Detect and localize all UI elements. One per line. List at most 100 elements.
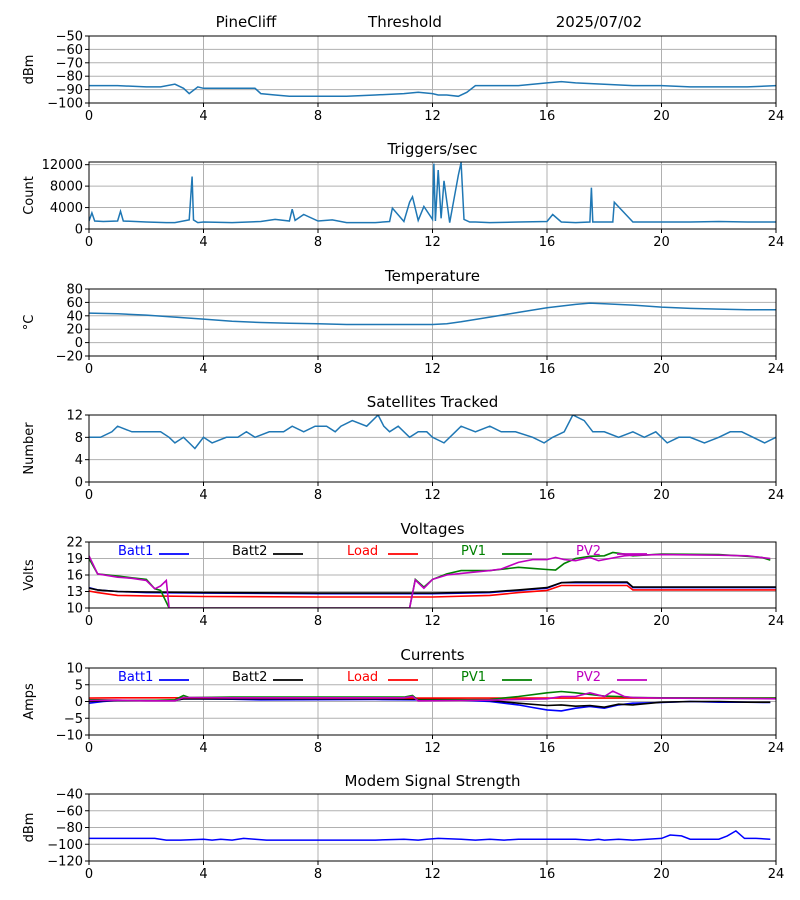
series-line-batt2 (89, 581, 776, 594)
series-line (89, 162, 776, 224)
x-tick-label: 4 (199, 235, 207, 250)
x-tick-label: 20 (653, 235, 670, 250)
y-tick-label: 60 (66, 296, 83, 311)
date-label: 2025/07/02 (556, 13, 642, 31)
x-tick-label: 20 (653, 109, 670, 124)
x-tick-label: 16 (539, 235, 556, 250)
x-tick-label: 4 (199, 741, 207, 756)
x-tick-label: 4 (199, 362, 207, 377)
y-tick-label: 0 (75, 223, 83, 238)
header: PineCliff Threshold 2025/07/02 (216, 13, 643, 31)
x-tick-label: 8 (314, 741, 322, 756)
y-axis-label: Count (22, 176, 37, 215)
x-tick-label: 24 (768, 614, 785, 629)
x-tick-label: 0 (85, 362, 93, 377)
y-axis-label: dBm (22, 813, 37, 843)
legend-label-batt2: Batt2 (232, 544, 267, 559)
x-tick-label: 12 (424, 614, 441, 629)
x-tick-label: 0 (85, 109, 93, 124)
x-tick-label: 0 (85, 741, 93, 756)
legend-label-batt1: Batt1 (118, 670, 153, 685)
series-line (89, 80, 776, 98)
series-line (89, 415, 776, 450)
x-tick-label: 12 (424, 235, 441, 250)
x-tick-label: 16 (539, 741, 556, 756)
y-tick-label: 5 (75, 678, 83, 693)
legend-label-pv1: PV1 (461, 544, 486, 559)
x-tick-label: 8 (314, 867, 322, 882)
panel-1: 0 4 8 12 16 20 24 −100−90−80−70−60−50 dBm (22, 30, 784, 125)
x-tick-label: 12 (424, 867, 441, 882)
x-tick-label: 20 (653, 614, 670, 629)
y-tick-label: −5 (64, 712, 83, 727)
x-tick-label: 16 (539, 488, 556, 503)
legend-label-pv2: PV2 (576, 670, 601, 685)
x-tick-label: 24 (768, 235, 785, 250)
y-tick-label: 80 (66, 283, 83, 298)
series-line-load (89, 584, 776, 598)
legend-label-batt2: Batt2 (232, 670, 267, 685)
y-tick-label: −40 (56, 788, 83, 803)
site-name: PineCliff (216, 13, 277, 31)
y-tick-label: −120 (47, 855, 83, 870)
x-tick-label: 0 (85, 488, 93, 503)
y-tick-label: 13 (66, 585, 83, 600)
x-tick-label: 16 (539, 867, 556, 882)
y-tick-label: 12 (66, 409, 83, 424)
y-tick-label: −70 (56, 56, 83, 71)
legend-label-batt1: Batt1 (118, 544, 153, 559)
x-tick-label: 20 (653, 867, 670, 882)
y-tick-label: −80 (56, 821, 83, 836)
y-tick-label: 0 (75, 695, 83, 710)
series-line-pv2 (89, 690, 776, 702)
x-tick-label: 0 (85, 235, 93, 250)
y-tick-label: −10 (56, 729, 83, 744)
panel-title: Temperature (384, 267, 480, 285)
x-tick-label: 16 (539, 109, 556, 124)
y-axis-label: Volts (22, 559, 37, 591)
y-axis-label: Number (22, 422, 37, 475)
y-tick-label: −20 (56, 350, 83, 365)
x-tick-label: 20 (653, 362, 670, 377)
x-tick-label: 16 (539, 614, 556, 629)
y-tick-label: −50 (56, 30, 83, 45)
y-tick-label: −60 (56, 804, 83, 819)
y-tick-label: 22 (66, 536, 83, 551)
y-tick-label: 12000 (42, 158, 83, 173)
y-tick-label: 0 (75, 476, 83, 491)
panel-title: Currents (400, 646, 464, 664)
x-tick-label: 8 (314, 235, 322, 250)
series-line-pv1 (89, 551, 771, 608)
panel-2: 0 4 8 12 16 20 24 0 4000 8000 12000 Count Triggers/s… (22, 140, 784, 250)
y-tick-label: 10 (66, 662, 83, 677)
y-tick-label: 4 (75, 453, 83, 468)
panel-7: 0 4 8 12 16 20 24 −120 −100 −80 −60−40 dBm Modem Sig… (22, 772, 784, 882)
x-tick-label: 0 (85, 867, 93, 882)
panel-title: Satellites Tracked (367, 393, 498, 411)
x-tick-label: 8 (314, 488, 322, 503)
y-tick-label: −100 (47, 838, 83, 853)
legend-label-load: Load (347, 670, 378, 685)
x-tick-label: 24 (768, 109, 785, 124)
series-line (89, 302, 776, 326)
x-tick-label: 4 (199, 867, 207, 882)
legend-label-pv2: PV2 (576, 544, 601, 559)
y-tick-label: 8 (75, 431, 83, 446)
x-tick-label: 20 (653, 488, 670, 503)
y-tick-label: 19 (66, 552, 83, 567)
y-tick-label: −90 (56, 83, 83, 98)
x-tick-label: 12 (424, 109, 441, 124)
x-tick-label: 8 (314, 362, 322, 377)
y-tick-label: −60 (56, 43, 83, 58)
x-tick-label: 24 (768, 488, 785, 503)
panel-title: Voltages (400, 520, 464, 538)
x-tick-label: 12 (424, 741, 441, 756)
x-tick-label: 24 (768, 867, 785, 882)
x-tick-label: 4 (199, 488, 207, 503)
y-axis-label: dBm (22, 55, 37, 85)
x-tick-label: 12 (424, 488, 441, 503)
